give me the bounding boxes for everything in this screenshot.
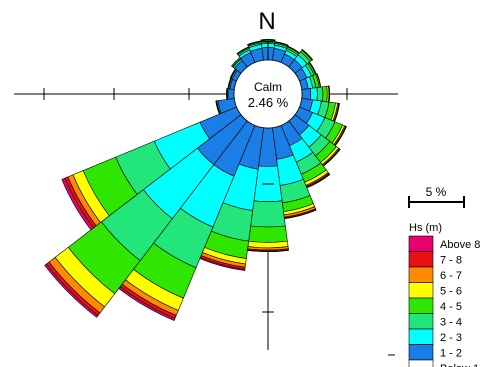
scale-bar: 5 % bbox=[408, 185, 465, 208]
legend-label-3: 5 - 6 bbox=[440, 286, 462, 298]
legend-label-7: 1 - 2 bbox=[440, 348, 462, 360]
legend-label-2: 6 - 7 bbox=[440, 270, 462, 282]
legend-swatch-3 bbox=[408, 282, 434, 299]
legend-title: Hs (m) bbox=[409, 222, 442, 234]
sector-180-bin-2 bbox=[250, 200, 286, 228]
sector-45-bin-5 bbox=[301, 48, 314, 61]
sector-270-bin-3 bbox=[226, 88, 228, 100]
legend-swatch-5 bbox=[408, 313, 434, 330]
axis-ticks bbox=[43, 41, 395, 356]
sector-15-bin-5 bbox=[274, 41, 289, 46]
legend-label-4: 4 - 5 bbox=[440, 301, 462, 313]
legend-swatch-4 bbox=[408, 297, 434, 314]
legend-swatch-8 bbox=[408, 359, 434, 367]
legend-swatch-1 bbox=[408, 251, 434, 268]
calm-circle bbox=[233, 59, 303, 129]
sector-90-bin-2 bbox=[316, 86, 324, 102]
sector-0-bin-5 bbox=[260, 39, 276, 41]
legend-label-6: 2 - 3 bbox=[440, 332, 462, 344]
legend-label-8: Below 1 bbox=[440, 363, 479, 367]
legend-label-5: 3 - 4 bbox=[440, 317, 462, 329]
legend-swatch-2 bbox=[408, 266, 434, 283]
calm-value: 2.46 % bbox=[248, 95, 289, 110]
legend-label-1: 7 - 8 bbox=[440, 255, 462, 267]
legend-label-0: Above 8 bbox=[440, 239, 480, 251]
sector-90-bin-3 bbox=[322, 85, 328, 103]
sector-90-bin-0 bbox=[301, 88, 312, 100]
legend-swatch-0 bbox=[408, 235, 434, 252]
calm-label: Calm bbox=[254, 80, 282, 94]
rose-sectors bbox=[44, 39, 347, 321]
sector-270-bin-0 bbox=[228, 88, 235, 100]
sector-90-bin-1 bbox=[310, 87, 318, 101]
legend: Hs (m) Above 8 7 - 8 6 - 7 5 - 6 4 - 5 3 - 4 2… bbox=[408, 222, 480, 367]
scale-bar-label: 5 % bbox=[426, 185, 447, 199]
legend-swatch-6 bbox=[408, 328, 434, 345]
sector-255-bin-3 bbox=[215, 100, 221, 115]
sector-225-bin-7 bbox=[44, 263, 99, 318]
sector-180-bin-4 bbox=[247, 240, 289, 249]
sector-180-bin-3 bbox=[248, 225, 288, 243]
legend-swatch-7 bbox=[408, 344, 434, 361]
north-label: N bbox=[258, 8, 275, 35]
legend-items: Above 8 7 - 8 6 - 7 5 - 6 4 - 5 3 - 4 2 - 3 1 -… bbox=[408, 235, 480, 367]
sector-240-bin-7 bbox=[61, 177, 94, 231]
